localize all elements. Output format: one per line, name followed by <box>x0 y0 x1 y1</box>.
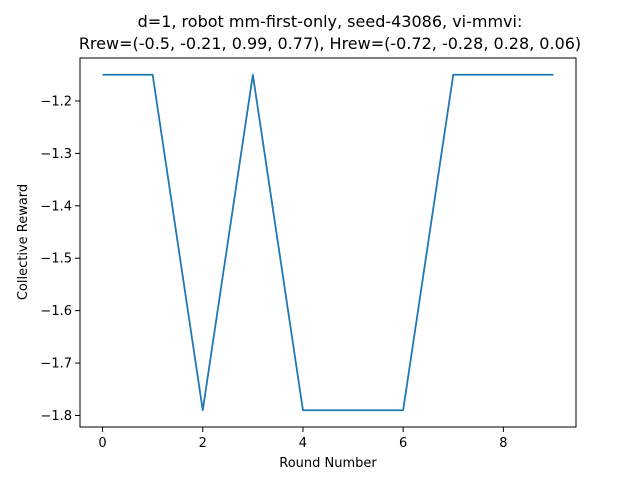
series-line <box>102 73 554 412</box>
x-tick-label: 4 <box>299 436 307 451</box>
x-tick-label: 0 <box>98 436 106 451</box>
y-tick-label: −1.3 <box>40 147 72 162</box>
x-axis-label: Round Number <box>279 456 377 471</box>
x-tick-label: 2 <box>199 436 207 451</box>
y-tick-label: −1.7 <box>40 357 72 372</box>
plot-area-frame <box>79 57 577 428</box>
x-tick-label: 8 <box>499 436 507 451</box>
chart-title-line-2: Rrew=(-0.5, -0.21, 0.99, 0.77), Hrew=(-0… <box>79 34 581 53</box>
y-tick-label: −1.8 <box>40 409 72 424</box>
y-axis-label: Collective Reward <box>16 184 31 300</box>
y-tick-label: −1.4 <box>40 199 72 214</box>
y-tick-label: −1.6 <box>40 304 72 319</box>
x-axis-ticks: 0 2 4 6 8 <box>98 427 507 451</box>
series-layer <box>102 73 554 412</box>
x-tick-label: 6 <box>399 436 407 451</box>
y-axis-ticks: −1.2 −1.3 −1.4 −1.5 −1.6 −1.7 −1.8 <box>40 94 80 424</box>
chart-title-line-1: d=1, robot mm-first-only, seed-43086, vi… <box>138 12 523 31</box>
y-tick-label: −1.2 <box>40 94 72 109</box>
y-tick-label: −1.5 <box>40 252 72 267</box>
